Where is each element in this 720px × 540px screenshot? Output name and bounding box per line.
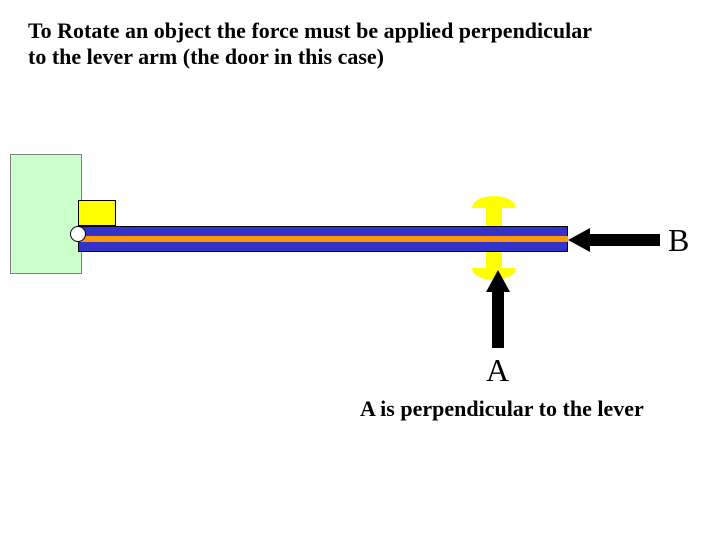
pushpin-top-cap <box>472 196 516 208</box>
door-stripe <box>78 236 568 242</box>
pushpin-shaft-bottom <box>486 252 502 268</box>
label-b: B <box>668 222 689 259</box>
label-a: A <box>486 352 509 389</box>
arrow-a-head <box>486 270 510 292</box>
hinge-pivot <box>70 226 86 242</box>
title-line-1: To Rotate an object the force must be ap… <box>28 18 592 44</box>
hinge-bracket <box>78 200 116 226</box>
wall-block <box>10 154 82 274</box>
arrow-a-shaft <box>492 292 504 348</box>
pushpin-shaft-top <box>486 208 502 226</box>
title-line-2: to the lever arm (the door in this case) <box>28 44 384 70</box>
arrow-b-head <box>568 228 590 252</box>
caption-text: A is perpendicular to the lever <box>360 396 644 422</box>
arrow-b-shaft <box>590 234 660 246</box>
